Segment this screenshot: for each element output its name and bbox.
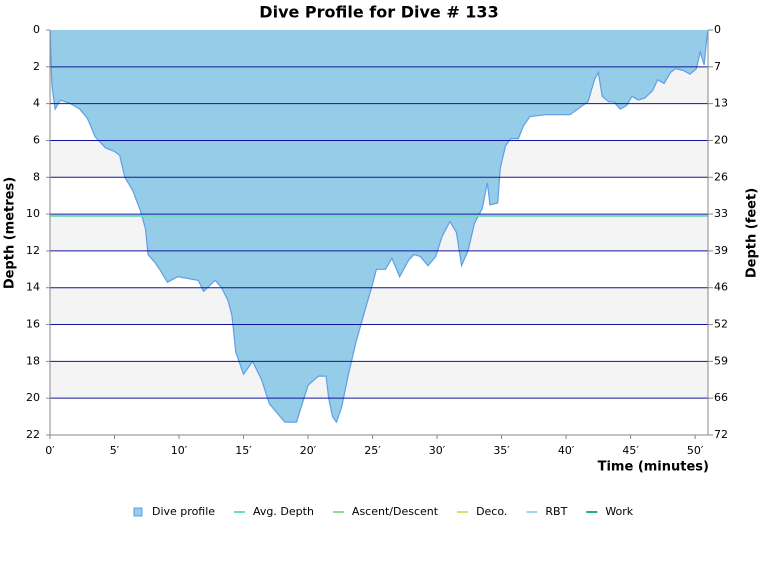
y-tick-label: 10 <box>26 207 40 220</box>
x-tick-label: 15′ <box>235 444 252 457</box>
legend-item: RBT <box>526 505 568 518</box>
legend-item: Avg. Depth <box>234 505 314 518</box>
y-axis-label: Depth (metres) <box>3 177 18 289</box>
y2-tick-label: 0 <box>714 23 721 36</box>
y2-tick-label: 66 <box>714 391 728 404</box>
x-tick-label: 10′ <box>171 444 188 457</box>
y2-axis-label: Depth (feet) <box>745 188 760 278</box>
y-tick-label: 0 <box>33 23 40 36</box>
legend-label: RBT <box>545 505 567 518</box>
y-tick-label: 18 <box>26 354 40 367</box>
legend-label: Deco. <box>476 505 507 518</box>
x-tick-label: 45′ <box>622 444 639 457</box>
x-tick-label: 5′ <box>110 444 120 457</box>
x-tick-label: 35′ <box>493 444 510 457</box>
grid-band <box>50 287 708 325</box>
x-tick-label: 20′ <box>300 444 317 457</box>
grid-band <box>50 361 708 399</box>
x-tick-label: 25′ <box>364 444 381 457</box>
y2-tick-label: 46 <box>714 281 728 294</box>
x-tick-label: 50′ <box>687 444 704 457</box>
y2-tick-label: 52 <box>714 318 728 331</box>
y2-tick-label: 72 <box>714 428 728 441</box>
y-tick-label: 12 <box>26 244 40 257</box>
y-tick-label: 8 <box>33 170 40 183</box>
legend-item: Dive profile <box>133 505 215 518</box>
legend-label: Ascent/Descent <box>352 505 439 518</box>
x-tick-label: 0′ <box>45 444 55 457</box>
legend: Dive profile Avg. Depth Ascent/Descent Deco… <box>133 505 634 518</box>
y-tick-label: 2 <box>33 60 40 73</box>
y-tick-label: 4 <box>33 97 40 110</box>
y-tick-label: 6 <box>33 133 40 146</box>
x-tick-label: 30′ <box>429 444 446 457</box>
y2-tick-label: 39 <box>714 244 728 257</box>
y-tick-label: 20 <box>26 391 40 404</box>
y-tick-label: 16 <box>26 318 40 331</box>
legend-item: Deco. <box>457 505 507 518</box>
y2-tick-label: 7 <box>714 60 721 73</box>
y2-tick-label: 13 <box>714 97 728 110</box>
y2-tick-label: 26 <box>714 170 728 183</box>
legend-item: Work <box>586 505 634 518</box>
legend-item: Ascent/Descent <box>332 505 439 518</box>
y-tick-label: 22 <box>26 428 40 441</box>
y2-tick-label: 20 <box>714 133 728 146</box>
x-axis-label: Time (minutes) <box>598 460 709 475</box>
legend-swatch <box>133 507 143 517</box>
area-fill <box>50 30 708 423</box>
area-line <box>49 29 709 424</box>
y-tick-label: 14 <box>26 281 40 294</box>
y2-tick-label: 59 <box>714 354 728 367</box>
legend-label: Work <box>605 505 633 518</box>
legend-label: Dive profile <box>152 505 215 518</box>
x-tick-label: 40′ <box>558 444 575 457</box>
chart-title: Dive Profile for Dive # 133 <box>259 3 498 22</box>
y2-tick-label: 33 <box>714 207 728 220</box>
legend-label: Avg. Depth <box>253 505 314 518</box>
